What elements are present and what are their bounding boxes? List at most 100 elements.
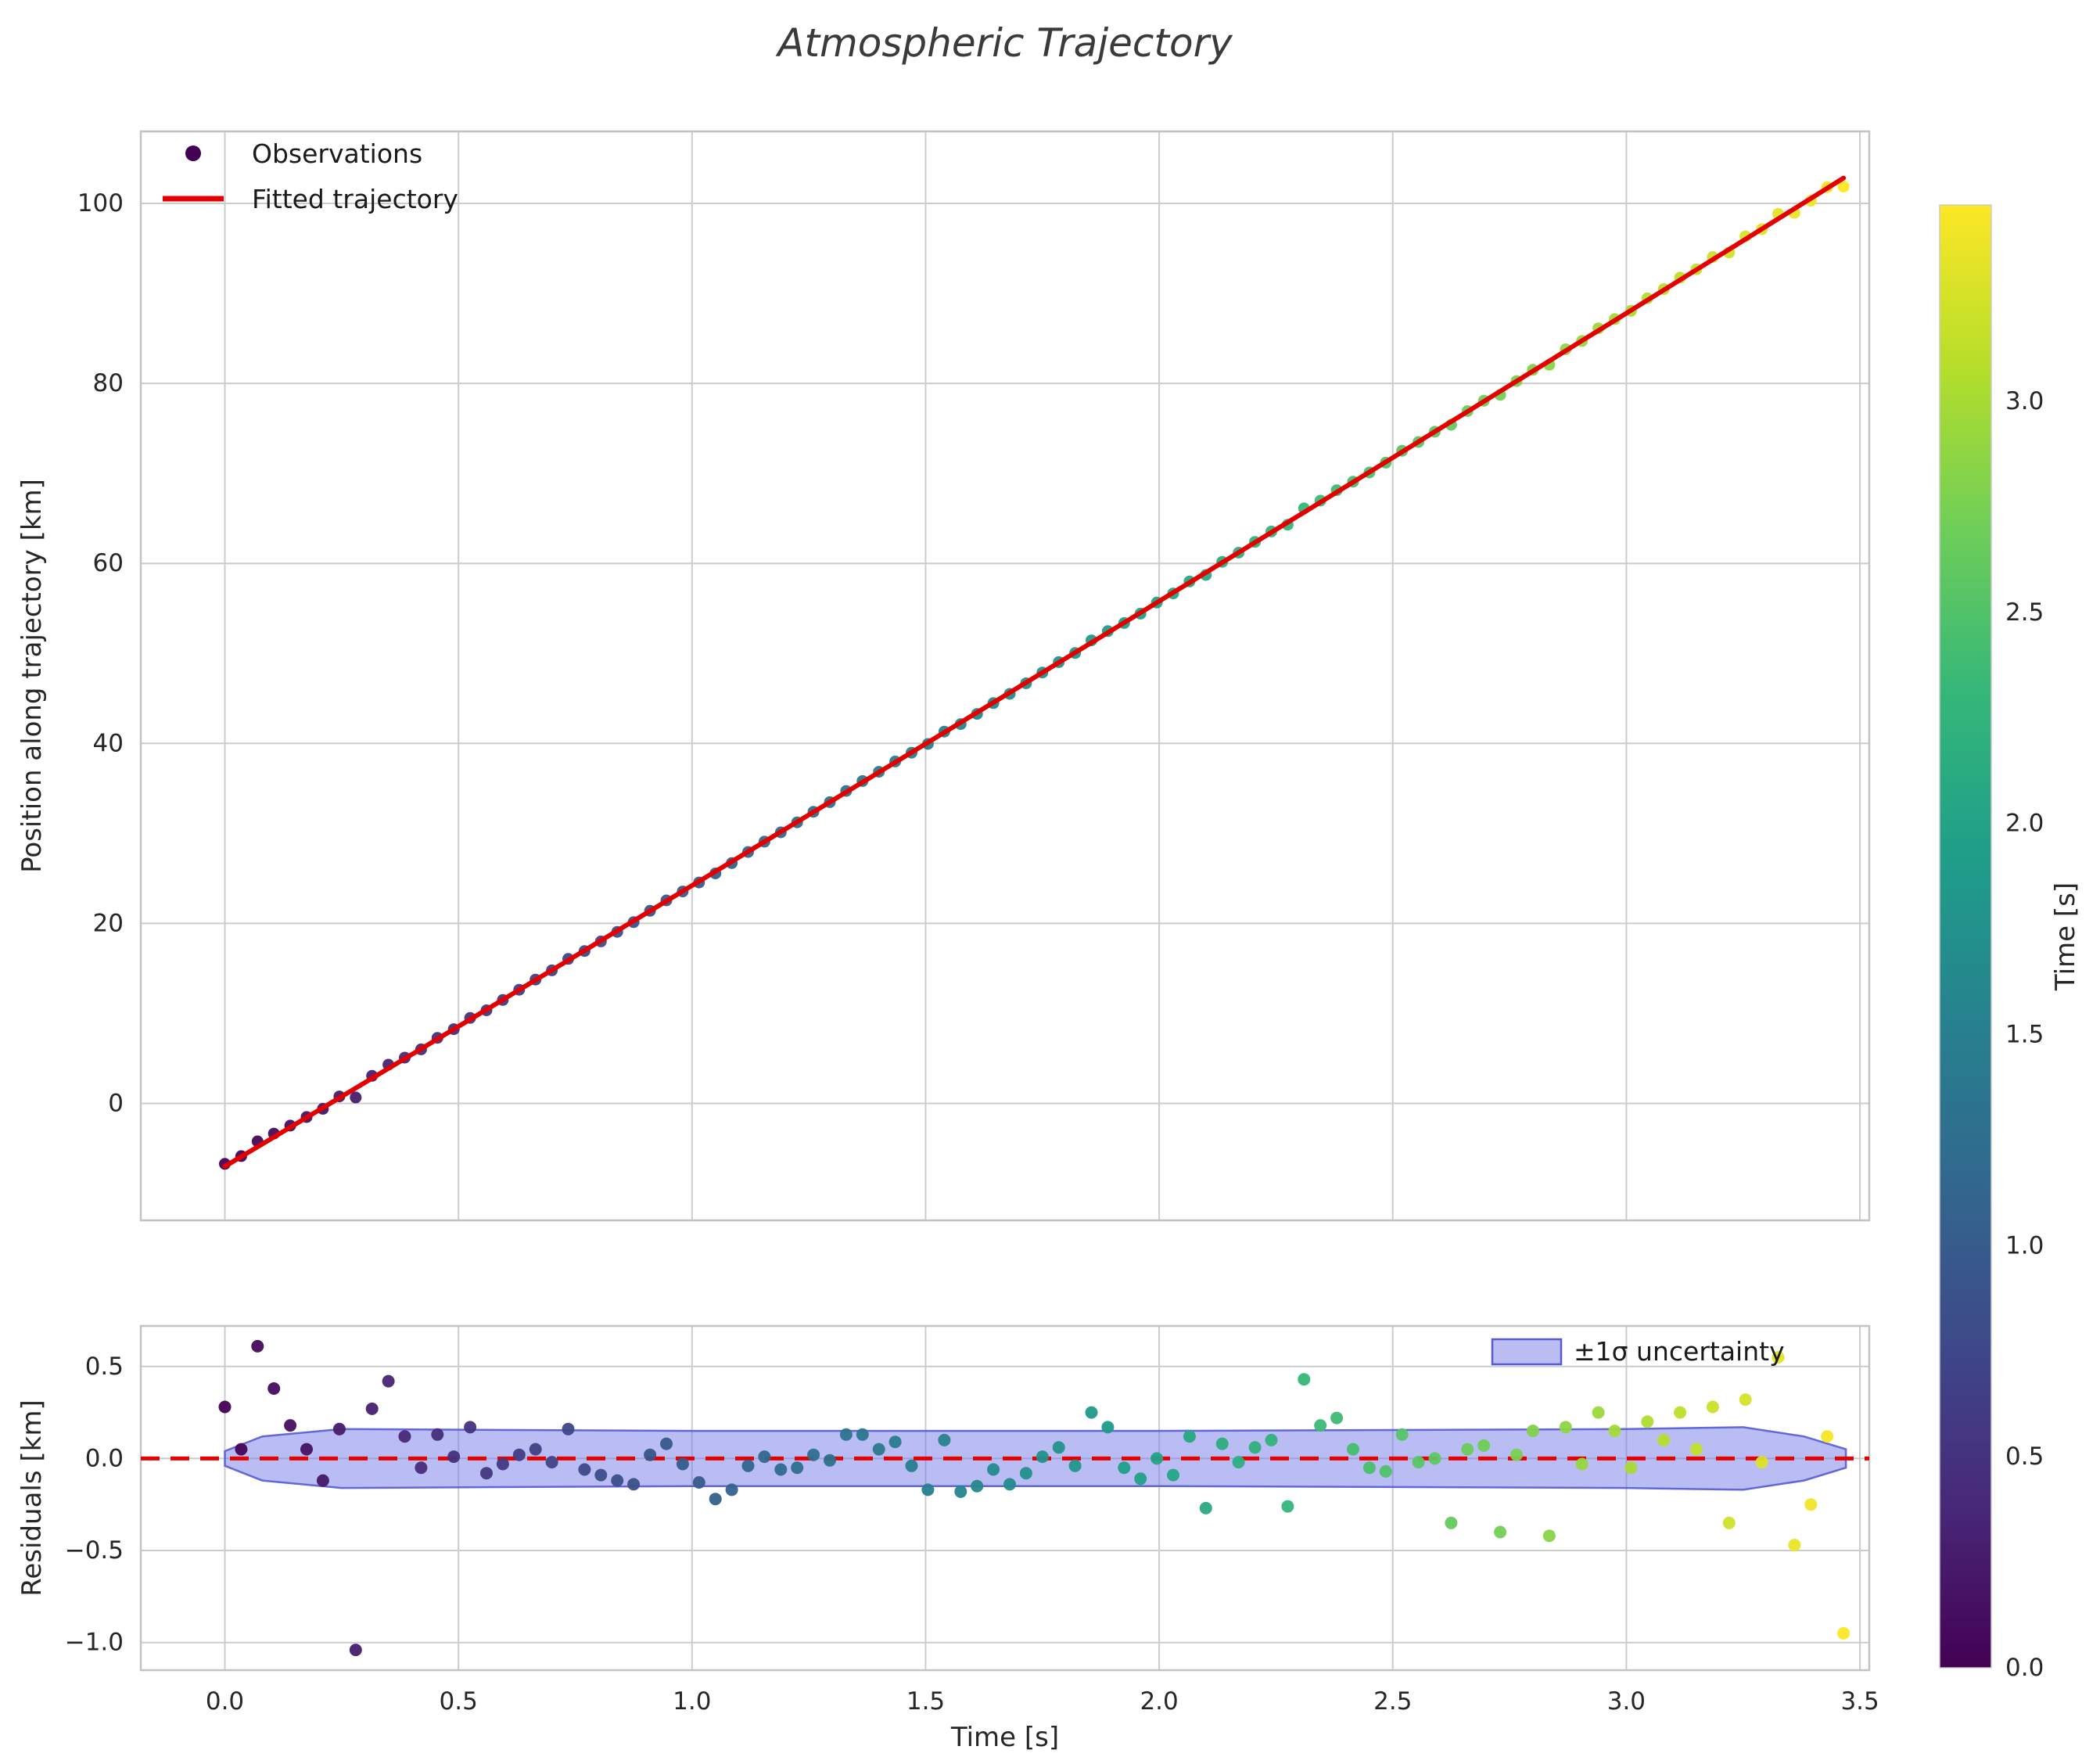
residual-point [496, 1457, 509, 1471]
residual-point [709, 1493, 722, 1506]
residual-point [1232, 1456, 1245, 1469]
residual-point [1542, 1529, 1556, 1543]
residual-point [349, 1644, 362, 1657]
residual-point [644, 1448, 657, 1461]
residual-point [1412, 1456, 1425, 1469]
residual-point [218, 1400, 232, 1414]
residual-point [235, 1443, 248, 1456]
x-tick-label: 0.5 [440, 1687, 478, 1716]
figure-title: Atmospheric Trajectory [775, 20, 1233, 66]
residual-point [1722, 1516, 1736, 1529]
residuals-y-axis-label: Residuals [km] [16, 1399, 48, 1596]
residual-point [415, 1461, 428, 1475]
residual-point [1821, 1430, 1834, 1443]
residual-point [332, 1422, 346, 1435]
residual-point [807, 1448, 820, 1461]
residual-point [1592, 1406, 1605, 1419]
residual-point [1347, 1443, 1359, 1456]
colorbar-tick-label: 1.5 [2005, 1021, 2044, 1049]
residual-point [382, 1374, 395, 1388]
residual-point [1641, 1415, 1654, 1428]
x-tick-label: 3.0 [1607, 1687, 1646, 1716]
residual-point [1265, 1433, 1278, 1446]
residual-point [1379, 1464, 1392, 1478]
residual-point [1461, 1443, 1474, 1456]
residual-point [431, 1428, 444, 1441]
residual-point [594, 1468, 608, 1482]
residual-point [1183, 1430, 1196, 1443]
fitted-trajectory-line [222, 175, 1847, 1169]
residual-point [1118, 1461, 1131, 1475]
trajectory-legend: Observations Fitted trajectory [163, 138, 458, 214]
observation-point [350, 1091, 362, 1104]
residual-point [1281, 1500, 1294, 1513]
residual-point [512, 1448, 526, 1461]
residual-point [1526, 1425, 1539, 1438]
trajectory-plot-border [139, 130, 1871, 1222]
residual-point [1477, 1439, 1491, 1452]
residual-point [824, 1453, 836, 1467]
residual-point [1101, 1421, 1115, 1434]
residual-point [1330, 1411, 1344, 1425]
residual-point [741, 1459, 755, 1472]
residual-point [1068, 1459, 1082, 1472]
y-tick-label: 60 [93, 549, 124, 577]
colorbar-tick-label: 0.0 [2005, 1654, 2044, 1682]
x-tick-label: 1.0 [673, 1687, 711, 1716]
residual-point [627, 1478, 641, 1491]
residual-point [562, 1422, 575, 1435]
y-tick-label: 100 [77, 189, 124, 217]
residual-point [725, 1483, 738, 1497]
residual-point [1575, 1457, 1588, 1471]
residual-point [1559, 1421, 1572, 1434]
residual-point [1085, 1406, 1098, 1419]
residuals-legend: ±1σ uncertainty [1491, 1336, 1785, 1367]
residual-point [529, 1443, 542, 1456]
residual-point [987, 1463, 1000, 1476]
residual-point [1788, 1539, 1801, 1551]
y-tick-label: 0 [108, 1089, 124, 1117]
residual-point [1395, 1428, 1409, 1441]
x-tick-label: 3.5 [1840, 1687, 1879, 1716]
residual-point [1019, 1467, 1032, 1480]
residual-point [660, 1437, 673, 1450]
colorbar-gradient [1939, 204, 1992, 1669]
fitted-trajectory-legend-label: Fitted trajectory [252, 184, 458, 214]
residual-point [447, 1450, 461, 1464]
residual-point [1608, 1425, 1621, 1438]
residual-point [1036, 1450, 1049, 1464]
residuals-plot-border [139, 1324, 1871, 1672]
trajectory-gridlines [141, 131, 1869, 1220]
residual-point [300, 1443, 313, 1456]
residual-point [1362, 1461, 1376, 1475]
residuals-scatter [218, 1339, 1851, 1657]
residual-point [1003, 1478, 1016, 1491]
residual-point [1837, 1626, 1851, 1640]
uncertainty-band-legend-marker-icon [1491, 1338, 1563, 1366]
residual-point [1674, 1406, 1687, 1419]
residual-point [365, 1402, 379, 1415]
residual-point [1706, 1400, 1719, 1414]
residual-point [464, 1421, 477, 1434]
uncertainty-band-legend-label: ±1σ uncertainty [1574, 1336, 1785, 1367]
colorbar: 0.0 0.5 1.0 1.5 2.0 2.5 3.0 Time [s] [1939, 204, 2081, 1682]
residual-point [1134, 1472, 1147, 1486]
residual-point [1167, 1468, 1179, 1482]
residual-point [1755, 1456, 1768, 1469]
residual-point [398, 1430, 411, 1443]
residual-point [954, 1485, 967, 1498]
residual-point [758, 1450, 771, 1464]
residuals-y-tick-labels: 0.5 0.0 −0.5 −1.0 [65, 1353, 124, 1657]
residual-point [1772, 1351, 1785, 1364]
y-tick-label: 20 [93, 909, 124, 937]
residual-point [251, 1339, 264, 1353]
colorbar-tick-label: 2.5 [2005, 598, 2044, 627]
residual-point [1298, 1373, 1311, 1386]
residual-point [284, 1419, 297, 1432]
residual-point [316, 1474, 329, 1487]
x-tick-label: 2.0 [1140, 1687, 1178, 1716]
residual-point [692, 1476, 705, 1489]
